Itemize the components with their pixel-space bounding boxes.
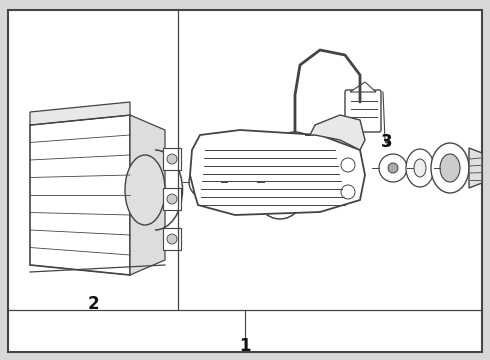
Bar	[163, 188, 181, 210]
Circle shape	[167, 234, 177, 244]
Bar	[163, 148, 181, 170]
Ellipse shape	[265, 169, 295, 207]
Text: 2: 2	[87, 295, 99, 313]
Circle shape	[341, 185, 355, 199]
Ellipse shape	[227, 161, 257, 203]
Polygon shape	[350, 82, 376, 92]
Circle shape	[388, 163, 398, 173]
Circle shape	[379, 154, 407, 182]
Text: 1: 1	[239, 337, 251, 355]
Ellipse shape	[125, 155, 165, 225]
Circle shape	[200, 177, 210, 187]
Circle shape	[167, 194, 177, 204]
Circle shape	[272, 180, 288, 196]
Ellipse shape	[440, 154, 460, 182]
Ellipse shape	[235, 172, 249, 192]
Ellipse shape	[431, 143, 469, 193]
Ellipse shape	[414, 159, 426, 177]
Ellipse shape	[254, 153, 266, 171]
Ellipse shape	[247, 143, 273, 181]
Text: 3: 3	[381, 133, 393, 151]
Ellipse shape	[254, 157, 306, 219]
Ellipse shape	[281, 144, 309, 180]
Bar	[163, 228, 181, 250]
Circle shape	[189, 166, 221, 198]
FancyBboxPatch shape	[345, 90, 381, 132]
Circle shape	[287, 154, 303, 170]
Polygon shape	[305, 115, 365, 150]
Polygon shape	[469, 148, 482, 188]
Polygon shape	[30, 102, 130, 125]
Circle shape	[167, 154, 177, 164]
Polygon shape	[130, 115, 165, 275]
Circle shape	[341, 158, 355, 172]
Polygon shape	[30, 115, 130, 275]
Ellipse shape	[406, 149, 434, 187]
Ellipse shape	[269, 132, 321, 192]
Polygon shape	[190, 130, 365, 215]
